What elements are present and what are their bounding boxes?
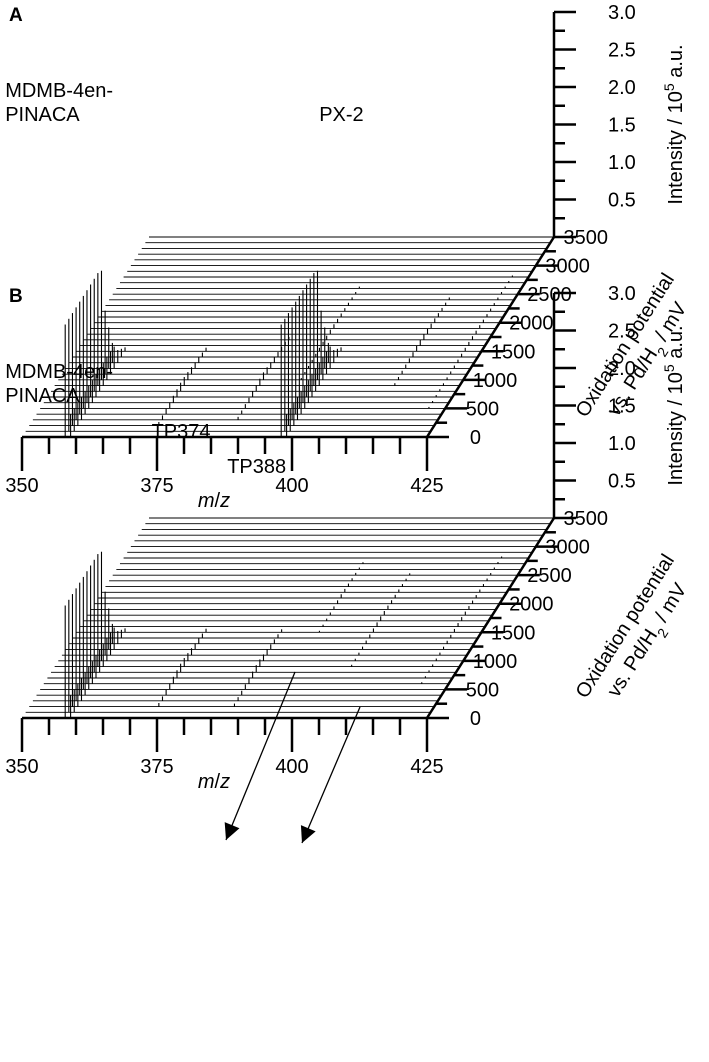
intensity-axis-title: Intensity / 105 a.u.	[661, 44, 687, 204]
peak-annotation-label: PINACA	[5, 385, 80, 407]
annotation-arrow-head	[300, 825, 316, 843]
mz-tick-label: 350	[5, 756, 38, 778]
intensity-tick-label: 2.5	[608, 40, 636, 62]
intensity-tick-label: 0.5	[608, 471, 636, 493]
potential-tick-label: 0	[470, 708, 481, 730]
peak-lines	[64, 551, 503, 718]
potential-tick-label: 3500	[564, 227, 609, 249]
potential-tick-label: 500	[466, 398, 499, 420]
peak-annotations: MDMB-4en-PINACA TP374 TP388	[5, 361, 361, 844]
peak-annotation-label: PX-2	[319, 104, 363, 126]
trace-baselines	[22, 236, 554, 438]
intensity-tick-label: 3.0	[608, 283, 636, 305]
intensity-tick-label: 2.0	[608, 358, 636, 380]
potential-tick-label: 2500	[527, 284, 572, 306]
potential-tick-label: 1000	[473, 651, 518, 673]
peak-annotation-label: MDMB-4en-	[5, 361, 113, 383]
intensity-axis: 0.5 1.0 1.5 2.0 2.5 3.0 Intensity / 105 a.u.	[552, 2, 687, 237]
peak-annotation-label: TP388	[227, 456, 286, 478]
intensity-tick-label: 1.0	[608, 152, 636, 174]
intensity-tick-label: 1.0	[608, 433, 636, 455]
potential-tick-label: 0	[470, 427, 481, 449]
mz-tick-label: 350	[5, 475, 38, 497]
mz-tick-label: 425	[410, 756, 443, 778]
mz-axis: 350 375 400 425 m/z	[5, 716, 444, 793]
intensity-tick-label: 1.5	[608, 396, 636, 418]
panel-label: B	[9, 286, 23, 307]
panel-a: A 350 375 400 425 m/z 0 500 1000 1500 2000 2500 3000…	[5, 2, 692, 512]
peak-annotation-label: PINACA	[5, 104, 80, 126]
potential-tick-label: 3000	[545, 537, 590, 559]
peak-annotation-label: TP374	[152, 421, 211, 443]
panel-label: A	[9, 5, 23, 26]
potential-tick-label: 2000	[509, 594, 554, 616]
mz-tick-label: 400	[275, 475, 308, 497]
intensity-tick-label: 3.0	[608, 2, 636, 24]
mz-tick-label: 375	[140, 756, 173, 778]
mz-tick-label: 375	[140, 475, 173, 497]
potential-tick-label: 1500	[491, 341, 536, 363]
intensity-tick-label: 1.5	[608, 115, 636, 137]
peak-lines	[64, 270, 513, 437]
panel-b: B 350 375 400 425 m/z 0 500 1000 1500 2000 2500 3000…	[5, 283, 692, 844]
intensity-tick-label: 2.0	[608, 77, 636, 99]
mz-axis-title: m/z	[198, 771, 230, 793]
potential-tick-label: 1500	[491, 622, 536, 644]
potential-tick-label: 2000	[509, 313, 554, 335]
mz-axis-title: m/z	[198, 490, 230, 512]
intensity-tick-label: 2.5	[608, 321, 636, 343]
annotation-arrow-head	[224, 822, 240, 840]
peak-annotation-label: MDMB-4en-	[5, 80, 113, 102]
potential-tick-label: 3500	[564, 508, 609, 530]
potential-tick-label: 2500	[527, 565, 572, 587]
intensity-axis-title: Intensity / 105 a.u.	[661, 325, 687, 485]
potential-tick-label: 500	[466, 679, 499, 701]
intensity-tick-label: 0.5	[608, 190, 636, 212]
mz-tick-label: 425	[410, 475, 443, 497]
mz-axis: 350 375 400 425 m/z	[5, 435, 444, 512]
intensity-axis: 0.5 1.0 1.5 2.0 2.5 3.0 Intensity / 105 a.u.	[552, 283, 687, 518]
annotation-arrow-line	[225, 671, 296, 841]
mz-tick-label: 400	[275, 756, 308, 778]
peak-annotations: MDMB-4en-PINACA PX-2	[5, 80, 363, 126]
potential-tick-label: 3000	[545, 256, 590, 278]
annotation-arrow-line	[301, 706, 361, 844]
potential-tick-label: 1000	[473, 370, 518, 392]
